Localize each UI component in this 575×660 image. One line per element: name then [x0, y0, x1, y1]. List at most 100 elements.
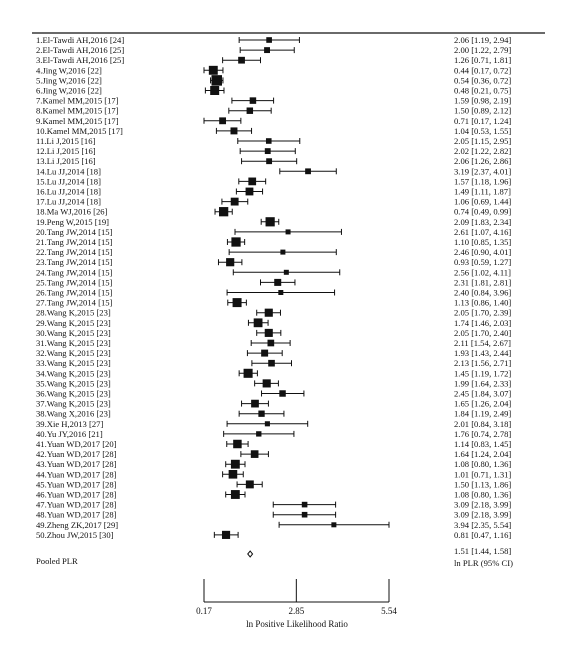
study-row: 4.Jing W,2016 [22] 0.44 [0.17, 0.72] — [36, 65, 511, 75]
point-estimate-marker — [264, 47, 270, 54]
study-ci-text: 1.26 [0.71, 1.81] — [454, 55, 511, 65]
study-label: 5.Jing W,2016 [22] — [36, 75, 102, 85]
study-ci-text: 2.05 [1.15, 2.95] — [454, 136, 511, 146]
point-estimate-marker — [266, 37, 272, 43]
study-row: 28.Wang K,2015 [23] 2.05 [1.70, 2.39] — [36, 308, 511, 318]
study-ci-text: 3.09 [2.18, 3.99] — [454, 510, 511, 520]
study-ci-text: 1.59 [0.98, 2.19] — [454, 96, 511, 106]
study-ci-text: 2.45 [1.84, 3.07] — [454, 389, 511, 399]
study-label: 40.Yu JY,2016 [21] — [36, 429, 103, 439]
point-estimate-marker — [249, 97, 257, 104]
study-ci-text: 1.76 [0.74, 2.78] — [454, 429, 511, 439]
point-estimate-marker — [219, 117, 227, 125]
point-estimate-marker — [331, 522, 337, 528]
study-ci-text: 1.10 [0.85, 1.35] — [454, 237, 511, 247]
study-ci-text: 0.74 [0.49, 0.99] — [454, 207, 511, 217]
point-estimate-marker — [256, 431, 262, 437]
study-label: 49.Zheng ZK,2017 [29] — [36, 520, 118, 530]
point-estimate-marker — [305, 168, 311, 175]
study-row: 27.Tang JW,2014 [15] 1.13 [0.86, 1.40] — [36, 298, 511, 308]
point-estimate-marker — [279, 390, 286, 397]
study-label: 2.El-Tawdi AH,2016 [25] — [36, 45, 124, 55]
study-label: 36.Wang K,2015 [23] — [36, 389, 111, 399]
study-label: 47.Yuan WD,2017 [28] — [36, 500, 117, 510]
study-ci-text: 1.74 [1.46, 2.03] — [454, 318, 511, 328]
point-estimate-marker — [262, 379, 271, 388]
study-label: 23.Tang JW,2014 [15] — [36, 257, 113, 267]
study-row: 22.Tang JW,2014 [15] 2.46 [0.90, 4.01] — [36, 247, 511, 257]
x-axis-label: ln Positive Likelihood Ratio — [246, 619, 348, 629]
study-label: 41.Yuan WD,2017 [20] — [36, 439, 117, 449]
study-label: 43.Yuan WD,2017 [28] — [36, 459, 117, 469]
point-estimate-marker — [301, 501, 308, 508]
study-ci-text: 2.05 [1.70, 2.39] — [454, 308, 511, 318]
point-estimate-marker — [251, 399, 259, 408]
point-estimate-marker — [230, 127, 238, 135]
point-estimate-marker — [266, 158, 273, 165]
study-ci-text: 2.02 [1.22, 2.82] — [454, 146, 511, 156]
study-row: 6.Jing W,2016 [22] 0.48 [0.21, 0.75] — [36, 86, 511, 96]
study-rows: 1.El-Tawdi AH,2016 [24] 2.06 [1.19, 2.94]… — [36, 35, 511, 540]
study-row: 26.Tang JW,2014 [15] 2.40 [0.84, 3.96] — [36, 288, 511, 298]
study-row: 8.Kamel MM,2015 [17] 1.50 [0.89, 2.12] — [36, 106, 511, 116]
study-label: 27.Tang JW,2014 [15] — [36, 298, 113, 308]
point-estimate-marker — [226, 258, 235, 267]
study-row: 41.Yuan WD,2017 [20] 1.14 [0.83, 1.45] — [36, 439, 511, 449]
study-label: 33.Wang K,2015 [23] — [36, 358, 111, 368]
study-row: 19.Peng W,2015 [19] 2.09 [1.83, 2.34] — [36, 217, 511, 227]
study-row: 38.Wang X,2016 [23] 1.84 [1.19, 2.49] — [36, 409, 511, 419]
study-row: 13.Li J,2015 [16] 2.06 [1.26, 2.86] — [36, 156, 511, 166]
study-row: 21.Tang JW,2014 [15] 1.10 [0.85, 1.35] — [36, 237, 511, 247]
study-label: 26.Tang JW,2014 [15] — [36, 288, 113, 298]
study-label: 18.Ma WJ,2016 [26] — [36, 207, 108, 217]
study-ci-text: 2.09 [1.83, 2.34] — [454, 217, 511, 227]
study-label: 39.Xie H,2013 [27] — [36, 419, 103, 429]
study-label: 50.Zhou JW,2015 [30] — [36, 530, 114, 540]
point-estimate-marker — [283, 269, 289, 275]
point-estimate-marker — [228, 469, 238, 479]
study-row: 36.Wang K,2015 [23] 2.45 [1.84, 3.07] — [36, 389, 511, 399]
study-ci-text: 1.49 [1.11, 1.87] — [454, 187, 511, 197]
point-estimate-marker — [208, 65, 218, 75]
study-ci-text: 0.44 [0.17, 0.72] — [454, 65, 511, 75]
study-label: 17.Lu JJ,2014 [18] — [36, 197, 101, 207]
study-label: 29.Wang K,2015 [23] — [36, 318, 111, 328]
study-row: 11.Li J,2015 [16] 2.05 [1.15, 2.95] — [36, 136, 511, 146]
x-axis: 0.17 2.85 5.54 ln Positive Likelihood Rati… — [196, 579, 397, 629]
point-estimate-marker — [258, 410, 265, 417]
study-ci-text: 1.04 [0.53, 1.55] — [454, 126, 511, 136]
study-ci-text: 2.00 [1.22, 2.79] — [454, 45, 511, 55]
study-label: 32.Wang K,2015 [23] — [36, 348, 111, 358]
study-ci-text: 0.93 [0.59, 1.27] — [454, 257, 511, 267]
point-estimate-marker — [218, 207, 229, 217]
study-label: 6.Jing W,2016 [22] — [36, 86, 102, 96]
study-label: 10.Kamel MM,2015 [17] — [36, 126, 123, 136]
point-estimate-marker — [264, 308, 273, 317]
study-row: 2.El-Tawdi AH,2016 [25] 2.00 [1.22, 2.79] — [36, 45, 511, 55]
point-estimate-marker — [261, 349, 269, 357]
study-label: 35.Wang K,2015 [23] — [36, 378, 111, 388]
study-ci-text: 2.56 [1.02, 4.11] — [454, 267, 511, 277]
study-row: 16.Lu JJ,2014 [18] 1.49 [1.11, 1.87] — [36, 187, 511, 197]
point-estimate-marker — [221, 530, 231, 539]
x-tick-label: 2.85 — [288, 606, 304, 616]
study-row: 42.Yuan WD,2017 [28] 1.64 [1.24, 2.04] — [36, 449, 511, 459]
study-row: 5.Jing W,2016 [22] 0.54 [0.36, 0.72] — [36, 75, 511, 86]
pooled-row: Pooled PLR 1.51 [1.44, 1.58] ln PLR (95%… — [36, 546, 513, 568]
study-row: 1.El-Tawdi AH,2016 [24] 2.06 [1.19, 2.94] — [36, 35, 511, 45]
study-label: 14.Lu JJ,2014 [18] — [36, 166, 101, 176]
study-ci-text: 1.84 [1.19, 2.49] — [454, 409, 511, 419]
point-estimate-marker — [250, 450, 259, 458]
study-row: 20.Tang JW,2014 [15] 2.61 [1.07, 4.16] — [36, 227, 511, 237]
study-row: 34.Wang K,2015 [23] 1.45 [1.19, 1.72] — [36, 368, 511, 378]
x-tick-label: 0.17 — [196, 606, 212, 616]
study-label: 31.Wang K,2015 [23] — [36, 338, 111, 348]
study-label: 42.Yuan WD,2017 [28] — [36, 449, 117, 459]
study-label: 44.Yuan WD,2017 [28] — [36, 469, 117, 479]
study-label: 37.Wang K,2015 [23] — [36, 399, 111, 409]
study-label: 22.Tang JW,2014 [15] — [36, 247, 113, 257]
point-estimate-marker — [245, 187, 254, 196]
study-row: 39.Xie H,2013 [27] 2.01 [0.84, 3.18] — [36, 419, 511, 429]
study-ci-text: 1.01 [0.71, 1.31] — [454, 469, 511, 479]
point-estimate-marker — [264, 328, 273, 337]
